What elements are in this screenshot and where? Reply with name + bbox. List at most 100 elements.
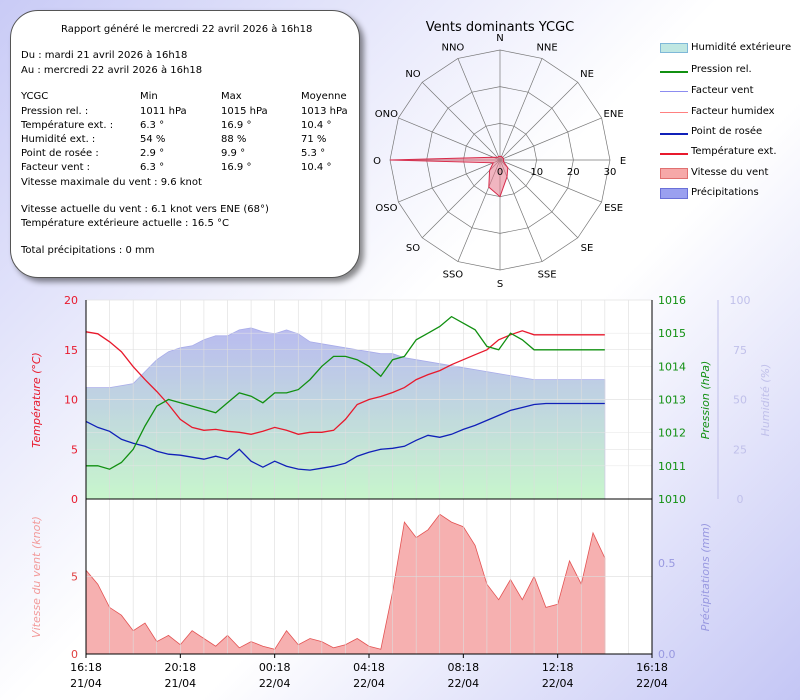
rain-axis-title: Précipitations (mm) [699,523,712,631]
report-row-label: Pression rel. : [21,106,89,117]
wind-rose-spoke [398,117,501,161]
temperature-tick-label: 20 [64,294,78,307]
wind-rose-radial-tick: 30 [604,167,617,178]
report-header-mean: Moyenne [301,91,347,102]
report-row-mean: 1013 hPa [301,106,348,117]
wind-rose-direction-label: NNE [536,42,557,53]
wind-rose-direction-label: SSE [538,270,557,281]
legend-label: Vitesse du vent [691,167,769,178]
report-row-min: 2.9 ° [140,148,165,159]
legend: Humidité extérieure Pression rel. Facteu… [660,40,800,200]
wind-rose-spoke [499,58,543,161]
wind-rose-direction-label: NO [405,69,420,80]
legend-label: Facteur humidex [691,106,775,117]
report-row-max: 16.9 ° [221,162,252,173]
report-row-mean: 5.3 ° [301,148,326,159]
legend-label: Température ext. [691,146,777,157]
x-tick-time-label: 20:18 [164,661,196,674]
wind-rose-direction-label: ESE [604,203,623,214]
x-tick-time-label: 08:18 [447,661,479,674]
legend-label: Point de rosée [691,126,763,137]
legend-rain-swatch [660,188,688,199]
lines-layer [85,315,605,471]
pressure-tick-label: 1011 [658,460,686,473]
wind-tick-label: 0 [71,648,78,661]
wind-rose-spoke [499,117,602,161]
wind-rose-labels: N NNE NE ENE E ESE SE SSE S SSO SO OSO O ONO NO NNO 0 10 2… [373,33,626,290]
report-title: Rapport généré le mercredi 22 avril 2026… [61,24,313,35]
pressure-tick-label: 1015 [658,327,686,340]
pressure-tick-label: 1012 [658,427,686,440]
x-tick-time-label: 16:18 [70,661,102,674]
temperature-axis-title: Température (°C) [30,352,43,448]
report-header-max: Max [221,91,242,102]
pressure-tick-label: 1013 [658,394,686,407]
humidity-tick-label: 0 [737,493,744,506]
legend-temperature-swatch [660,153,688,155]
report-from: Du : mardi 21 avril 2026 à 16h18 [21,50,188,61]
wind-rose-direction-label: SSO [443,270,464,281]
wind-rose-spoke [421,159,501,239]
humidity-tick-label: 100 [730,294,751,307]
legend-dewpoint-swatch [660,133,688,135]
x-tick-time-label: 12:18 [542,661,574,674]
wind-rose-spoke [398,159,501,203]
pressure-tick-label: 1014 [658,360,686,373]
wind-rose-direction-label: E [620,156,626,167]
report-row-mean: 10.4 ° [301,162,332,173]
x-tick-time-label: 16:18 [636,661,668,674]
pressure-tick-label: 1010 [658,493,686,506]
wind-rose-direction-label: ENE [604,109,624,120]
wind-rose-direction-label: OSO [375,203,397,214]
temperature-tick-label: 10 [64,394,78,407]
wind-tick-label: 5 [71,570,78,583]
axes-layer: 0510152010101011101210131014101510160255… [30,294,772,690]
humidity-tick-label: 25 [733,443,747,456]
wind-rose-spoke [457,58,501,161]
rain-tick-label: 0.5 [658,557,676,570]
wind-rose-radial-tick: 20 [567,167,580,178]
legend-label: Précipitations [691,187,759,198]
x-tick-date-label: 22/04 [542,677,574,690]
series-line [86,315,605,470]
humidity-tick-label: 50 [733,394,747,407]
wind-rose-radial-tick: 10 [530,167,543,178]
report-total-rain: Total précipitations : 0 mm [21,245,155,256]
report-row-min: 1011 hPa [140,106,187,117]
x-tick-date-label: 22/04 [636,677,668,690]
humidity-tick-label: 75 [733,344,747,357]
x-tick-date-label: 22/04 [447,677,479,690]
wind-rose-direction-label: NE [580,69,594,80]
wind-rose-direction-label: N [496,33,503,44]
wind-rose-radial-tick: 0 [497,167,503,178]
report-to: Au : mercredi 22 avril 2026 à 16h18 [21,65,203,76]
report-row-max: 9.9 ° [221,148,246,159]
pressure-axis-title: Pression (hPa) [699,361,712,440]
x-tick-time-label: 00:18 [259,661,291,674]
legend-pressure-swatch [660,71,688,73]
wind-axis-title: Vitesse du vent (knot) [30,516,43,638]
wind-rose-spoke [499,81,579,161]
report-row-max: 88 % [221,134,247,145]
wind-rose-polygon [389,155,509,198]
x-tick-date-label: 22/04 [353,677,385,690]
report-row-max: 1015 hPa [221,106,268,117]
legend-label: Pression rel. [691,64,752,75]
x-tick-date-label: 22/04 [259,677,291,690]
wind-rose-direction-label: O [373,156,381,167]
report-header-station: YCGC [21,91,49,102]
wind-rose-title: Vents dominants YCGC [426,20,575,35]
legend-wind-swatch [660,168,688,179]
x-tick-date-label: 21/04 [164,677,196,690]
wind-rose-direction-label: ONO [375,109,398,120]
pressure-tick-label: 1016 [658,294,686,307]
wind-rose-direction-label: S [497,279,503,290]
temperature-tick-label: 0 [71,493,78,506]
legend-humidex-swatch [660,112,688,113]
x-tick-date-label: 21/04 [70,677,102,690]
legend-label: Facteur vent [691,85,754,96]
report-current-temp: Température extérieure actuelle : 16.5 °… [21,218,229,229]
report-row-min: 54 % [140,134,166,145]
